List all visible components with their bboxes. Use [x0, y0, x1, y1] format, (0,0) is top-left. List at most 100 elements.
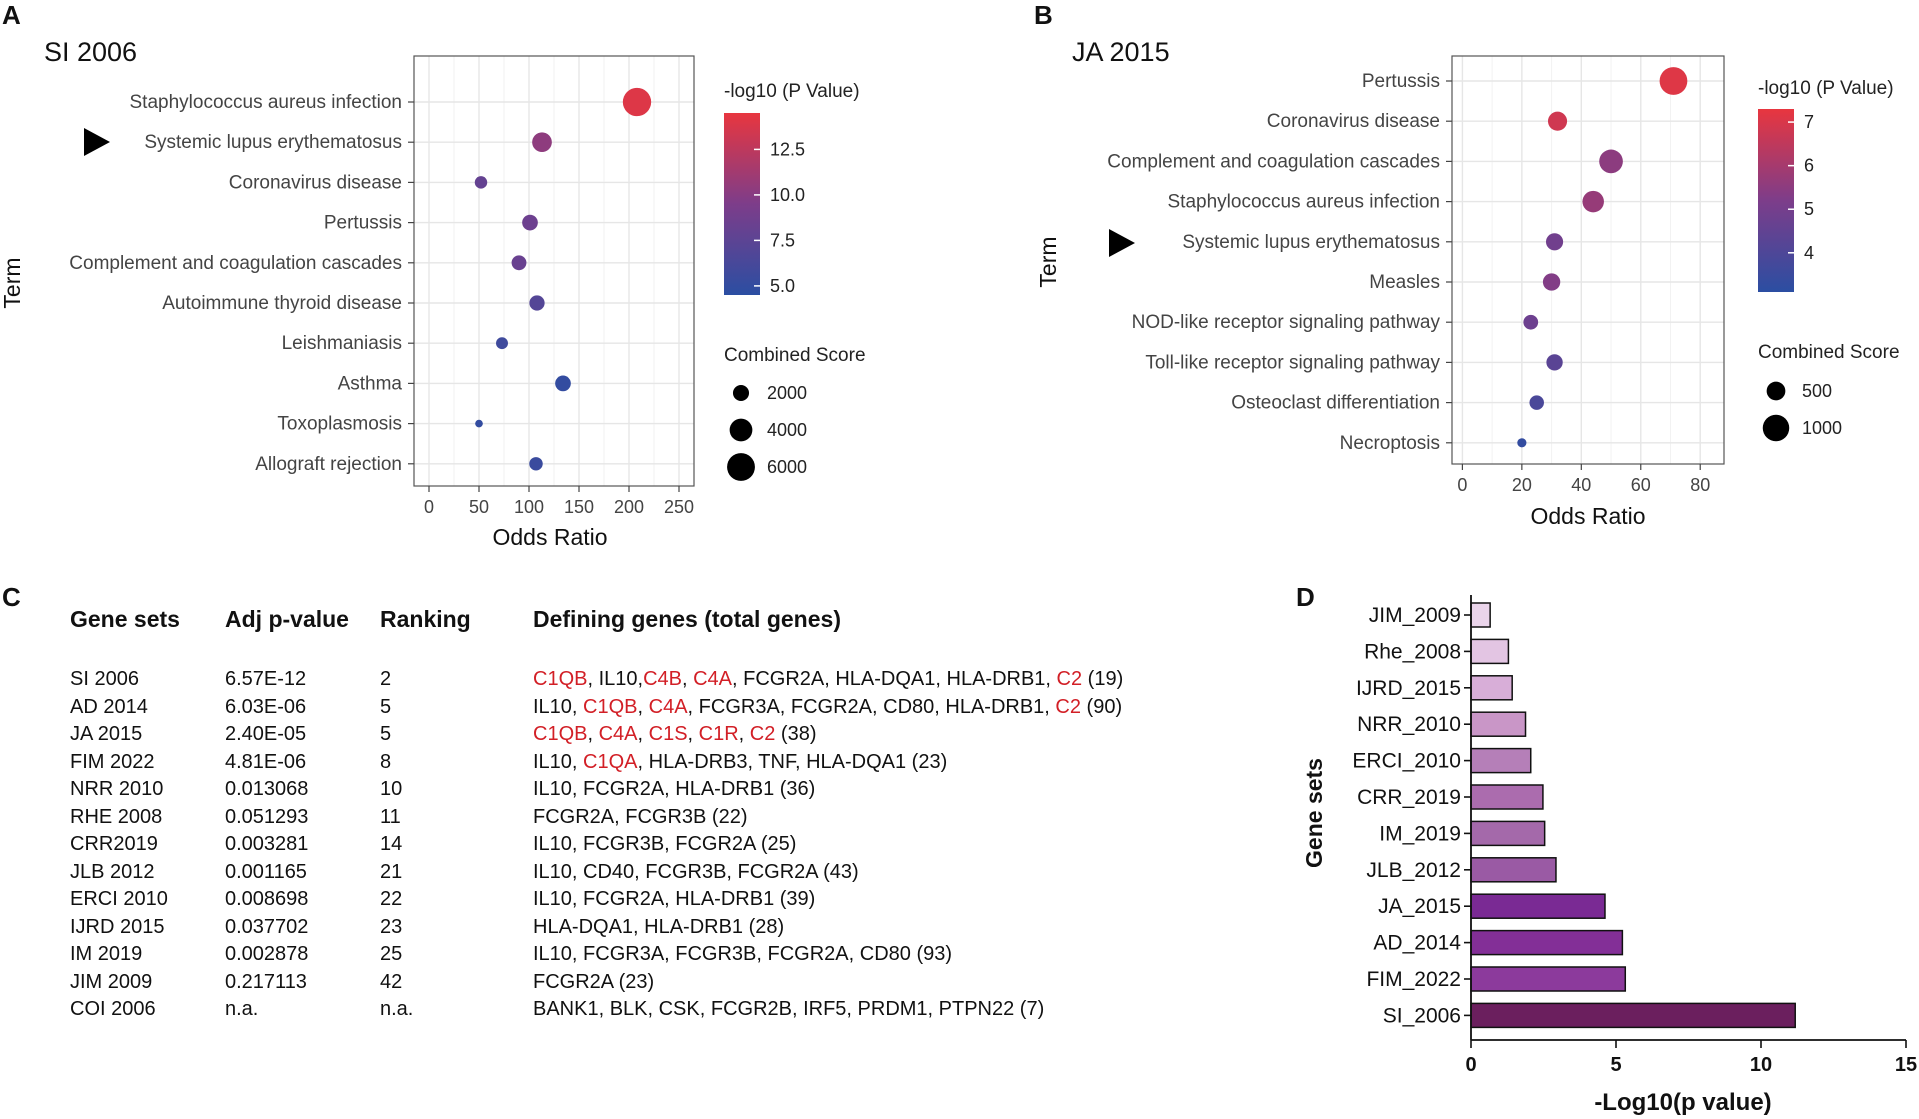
- plot-a-colorbar: [724, 113, 760, 295]
- gene-text: , IL10,: [587, 668, 644, 690]
- gene-text: FCGR2A (23): [533, 970, 655, 993]
- plot-b-frame: [1451, 55, 1725, 465]
- plot-d-x-tick-label: 15: [1895, 1054, 1917, 1076]
- plot-b-point-pertussis: [1659, 67, 1688, 95]
- table-cell-ranking: 21: [380, 860, 403, 883]
- gene-text: ,: [587, 723, 599, 745]
- plot-a-colorbar-tick-label: 7.5: [770, 230, 795, 250]
- table-header-ranking: Ranking: [380, 606, 471, 632]
- highlighted-gene: C1QB: [583, 695, 638, 718]
- table-cell-defining-genes: IL10, FCGR3A, FCGR3B, FCGR2A, CD80 (93): [533, 943, 952, 966]
- highlighted-gene: C2: [1056, 668, 1083, 690]
- table-cell-adj-p: 2.40E-05: [225, 723, 307, 745]
- table-cell-gene-set: NRR 2010: [70, 778, 164, 800]
- plot-b-point-coronavirus-disease: [1547, 111, 1568, 131]
- plot-a-color-legend-title: -log10 (P Value): [724, 81, 860, 102]
- plot-a-point-leishmaniasis: [496, 337, 508, 350]
- plot-a-gridlines: [414, 56, 694, 486]
- plot-b-x-ticks: 0 20 40 60 80: [1457, 464, 1710, 495]
- plot-a-colorbar-tick-label: 5.0: [770, 276, 795, 296]
- highlighted-gene: C1QB: [533, 723, 588, 745]
- plot-a-x-tick-label: 250: [664, 497, 694, 517]
- highlighted-gene: C4A: [598, 723, 638, 745]
- plot-d-bar-ja-2015: [1470, 893, 1606, 919]
- plot-a-size-legend-label: 4000: [767, 420, 807, 440]
- plot-a-size-legend-label: 2000: [767, 383, 807, 403]
- plot-a-term-coronavirus-disease: Coronavirus disease: [229, 172, 402, 193]
- plot-b-marker-arrow: [1109, 229, 1135, 257]
- table-cell-defining-genes: IL10, C1QB, C4A, FCGR3A, FCGR2A, CD80, H…: [533, 696, 1122, 719]
- plot-b-size-legend-dot: [1762, 414, 1790, 442]
- table-cell-defining-genes: IL10, FCGR2A, HLA-DRB1 (39): [533, 888, 815, 911]
- plot-d-x-tick-label: 0: [1465, 1054, 1476, 1076]
- plot-a-x-tick-label: 0: [424, 497, 434, 517]
- plot-a-point-staphylococcus-aureus-infection: [622, 87, 652, 117]
- table-cell-gene-set: AD 2014: [70, 695, 148, 718]
- plot-a-term-systemic-lupus-erythematosus: Systemic lupus erythematosus: [144, 132, 402, 153]
- table-cell-defining-genes: IL10, FCGR3B, FCGR2A (25): [533, 833, 796, 856]
- plot-a-term-pertussis: Pertussis: [324, 213, 402, 234]
- plot-a-x-tick-label: 150: [564, 497, 594, 517]
- plot-d-bar-rhe-2008: [1470, 638, 1510, 665]
- table-cell-ranking: 11: [380, 805, 401, 828]
- plot-d-bar-im-2019: [1470, 820, 1546, 847]
- plot-b-colorbar-tick-label: 7: [1804, 112, 1814, 132]
- plot-a-y-axis-title: Term: [0, 257, 25, 308]
- plot-b-size-legend: 500 1000: [1762, 381, 1842, 442]
- plot-b-colorbar-tick-label: 4: [1804, 243, 1814, 263]
- plot-b-x-axis-title: Odds Ratio: [1530, 503, 1645, 529]
- table-cell-defining-genes: FCGR2A, FCGR3B (22): [533, 806, 747, 829]
- plot-a-title: SI 2006: [44, 37, 137, 67]
- table-cell-defining-genes: C1QB, IL10,C4B, C4A, FCGR2A, HLA-DQA1, H…: [533, 668, 1123, 691]
- table-cell-adj-p: 0.013068: [225, 778, 309, 800]
- plot-a-x-ticks: 0 50 100 150 200 250: [424, 486, 694, 517]
- plot-d-bar-jim-2009: [1470, 602, 1491, 628]
- plot-a-point-complement-and-coagulation-cascades: [511, 255, 527, 271]
- panel-letter-b: B: [1034, 0, 1053, 30]
- plot-b-point-staphylococcus-aureus-infection: [1582, 190, 1604, 213]
- plot-d-bar-ijrd-2015: [1470, 675, 1513, 701]
- gene-text: FCGR2A, FCGR3B (22): [533, 805, 748, 828]
- plot-d-category-label-erci-2010: ERCI_2010: [1352, 750, 1461, 773]
- table-cell-ranking: 8: [380, 750, 392, 773]
- table-cell-defining-genes: IL10, FCGR2A, HLA-DRB1 (36): [533, 778, 815, 801]
- table-cell-ranking: 2: [380, 668, 392, 690]
- table-cell-adj-p: 4.81E-06: [225, 750, 307, 773]
- highlighted-gene: C2: [1055, 695, 1081, 718]
- plot-d-category-label-jim-2009: JIM_2009: [1369, 604, 1461, 627]
- gene-text: , HLA-DRB3, TNF, HLA-DQA1 (23): [637, 750, 948, 773]
- table-cell-gene-set: CRR2019: [70, 833, 158, 855]
- table-cell-gene-set: JIM 2009: [70, 970, 153, 993]
- plot-b-colorbar-ticks: 4 5 6 7: [1788, 112, 1814, 263]
- highlighted-gene: C1S: [648, 723, 688, 745]
- gene-text: (19): [1082, 668, 1124, 690]
- plot-d-category-label-fim-2022: FIM_2022: [1366, 968, 1461, 991]
- plot-a-term-labels: Staphylococcus aureus infection Systemic …: [69, 92, 414, 475]
- plot-d-bar-erci-2010: [1470, 747, 1532, 774]
- gene-text: IL10, FCGR2A, HLA-DRB1 (36): [533, 778, 816, 800]
- plot-d-bar-crr-2019: [1470, 784, 1544, 810]
- gene-text: IL10,: [533, 695, 584, 718]
- plot-b-x-tick-label: 0: [1457, 475, 1467, 495]
- gene-text: ,: [687, 723, 699, 745]
- table-cell-adj-p: 0.001165: [225, 860, 307, 883]
- plot-d-category-label-rhe-2008: Rhe_2008: [1364, 640, 1461, 663]
- plot-d-bar-nrr-2010: [1470, 711, 1527, 737]
- plot-b-term-osteoclast-differentiation: Osteoclast differentiation: [1231, 393, 1440, 414]
- plot-a-marker-arrow: [84, 128, 110, 156]
- plot-b-gridlines: [1452, 56, 1724, 464]
- table-cell-adj-p: 0.008698: [225, 888, 309, 910]
- plot-b-point-toll-like-receptor-signaling-pathway: [1546, 354, 1563, 371]
- plot-d-category-label-ad-2014: AD_2014: [1373, 932, 1461, 955]
- gene-text: (38): [775, 723, 817, 745]
- table-cell-ranking: 5: [380, 695, 392, 718]
- plot-d-x-tick-label: 10: [1750, 1054, 1772, 1076]
- plot-d-category-label-crr-2019: CRR_2019: [1357, 786, 1461, 809]
- gene-text: ,: [681, 668, 694, 690]
- highlighted-gene: C1R: [698, 723, 739, 745]
- plot-a-point-asthma: [555, 375, 571, 392]
- plot-a-size-legend-dot: [727, 453, 755, 481]
- plot-b-colorbar-tick-label: 5: [1804, 199, 1814, 219]
- plot-d-category-label-nrr-2010: NRR_2010: [1357, 713, 1461, 736]
